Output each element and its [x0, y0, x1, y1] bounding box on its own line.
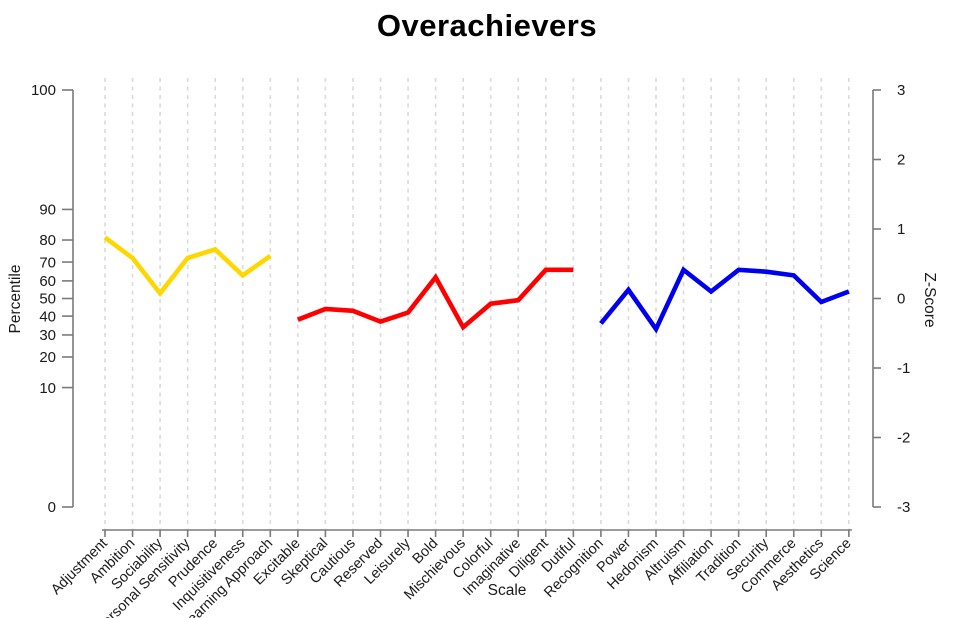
- zscore-tick-label: 2: [897, 152, 905, 169]
- zscore-tick-label: 3: [897, 82, 905, 99]
- percentile-tick-label: 60: [39, 273, 56, 290]
- zscore-tick-label: -3: [897, 499, 910, 516]
- chart-title: Overachievers: [376, 8, 598, 43]
- percentile-tick-label: 0: [48, 499, 56, 516]
- percentile-tick-label: 100: [31, 82, 56, 99]
- blue-series-line: [599, 266, 850, 334]
- percentile-tick-label: 50: [39, 291, 56, 308]
- percentile-tick-label: 70: [39, 254, 56, 271]
- zscore-tick-label: 1: [897, 221, 905, 238]
- percentile-tick-label: 40: [39, 308, 56, 325]
- right-axis-title: Z-Score: [921, 272, 938, 328]
- x-axis-title: Scale: [487, 582, 527, 599]
- red-series-line: [297, 267, 574, 331]
- percentile-tick-label: 30: [39, 327, 56, 344]
- zscore-tick-label: -2: [897, 430, 910, 447]
- percentile-tick-label: 20: [39, 349, 56, 366]
- zscore-tick-label: -1: [897, 360, 910, 377]
- percentile-tick-label: 80: [39, 232, 56, 249]
- yellow-series-line: [103, 235, 272, 298]
- percentile-tick-label: 10: [39, 380, 56, 397]
- zscore-tick-label: 0: [897, 291, 905, 308]
- percentile-tick-label: 90: [39, 202, 56, 219]
- left-axis-title: Percentile: [7, 264, 24, 334]
